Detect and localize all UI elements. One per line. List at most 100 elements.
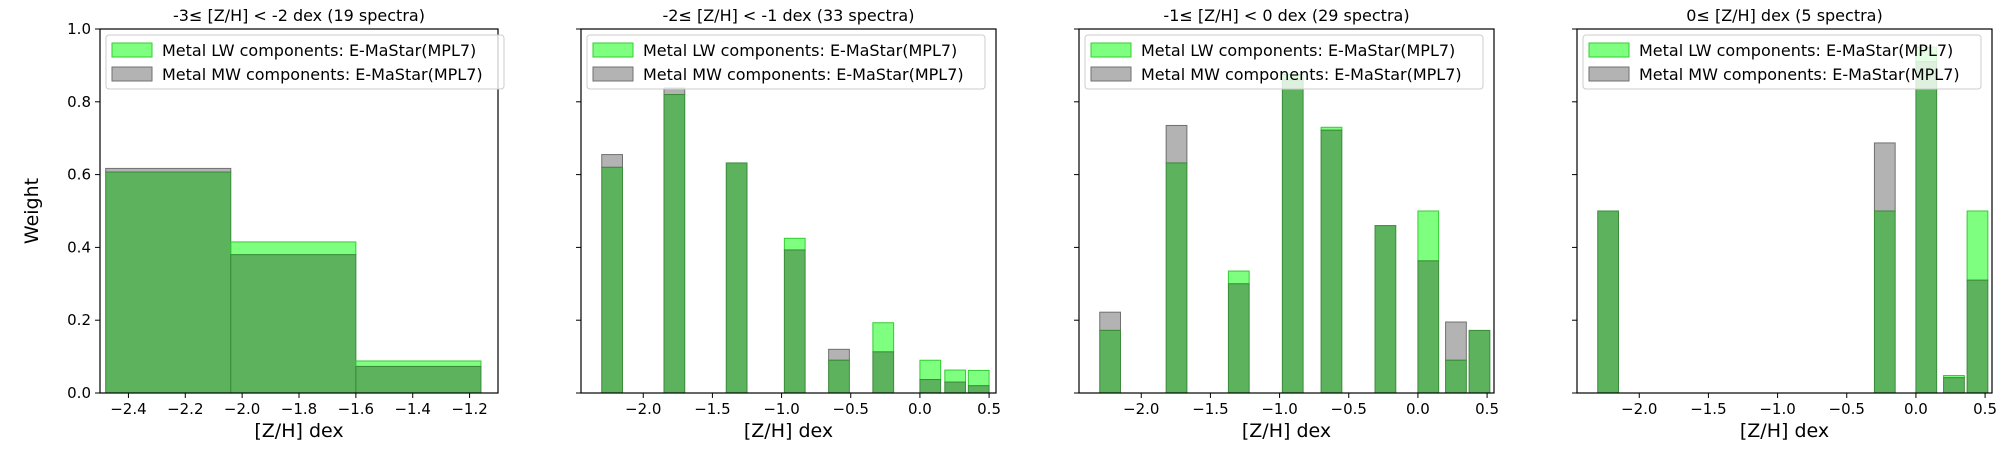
- y-tick-label: 0.4: [67, 238, 91, 256]
- axes-frame: [580, 28, 997, 394]
- bar-overlap-0: [105, 171, 232, 394]
- chart-title: -2≤ [Z/H] < -1 dex (33 spectra): [663, 6, 915, 25]
- bar-overlap-2: [1227, 283, 1250, 394]
- bar-lw-3: [783, 237, 806, 251]
- x-tick-label: −2.0: [1123, 400, 1159, 418]
- x-axis-label: [Z/H] dex: [1242, 420, 1331, 442]
- chart-panel-3: -1≤ [Z/H] < 0 dex (29 spectra) −2.0 −1.5 −1…: [1074, 6, 1499, 442]
- x-tick-label: 0.0: [1406, 400, 1430, 418]
- x-tick-label: −1.0: [1759, 400, 1795, 418]
- y-tick-label: 0.0: [67, 384, 91, 402]
- bar-overlap-4: [828, 359, 850, 394]
- x-tick-label: −1.5: [1690, 400, 1726, 418]
- x-tick-label: −2.4: [110, 400, 146, 418]
- bar-overlap-5: [1374, 225, 1397, 394]
- bar-overlap-1: [663, 94, 686, 394]
- bar-mw-1: [1165, 124, 1188, 164]
- x-tick-label: 0.0: [908, 400, 932, 418]
- bar-overlap-0: [601, 166, 623, 394]
- x-tick-label: −2.0: [625, 400, 661, 418]
- bar-lw-6: [1417, 210, 1440, 262]
- x-tick-label: −1.5: [694, 400, 730, 418]
- bar-overlap-0: [1099, 329, 1121, 394]
- bar-overlap-1: [230, 254, 357, 394]
- x-tick-label: −0.5: [1829, 400, 1865, 418]
- bar-mw-0: [1099, 311, 1121, 331]
- x-tick-label: −1.5: [1192, 400, 1228, 418]
- legend-swatch-lw: [1588, 42, 1630, 58]
- bar-overlap-7: [944, 381, 967, 394]
- bar-mw-0: [601, 154, 623, 168]
- x-tick-label: −1.4: [394, 400, 430, 418]
- bar-overlap-2: [355, 365, 482, 394]
- axes-frame: [1078, 28, 1495, 394]
- x-tick-label: 0.5: [1475, 400, 1499, 418]
- chart-panel-4: 0≤ [Z/H] dex (5 spectra) −2.0 −1.5 −1.0 −0.5…: [1572, 6, 1997, 442]
- x-tick-label: −1.0: [1261, 400, 1297, 418]
- bar-overlap-3: [1943, 377, 1965, 394]
- legend-swatch-lw: [1090, 42, 1132, 58]
- x-tick-label: −1.0: [763, 400, 799, 418]
- bar-lw-7: [944, 369, 967, 383]
- legend: [586, 34, 986, 90]
- legend-label-mw: Metal MW components: E-MaStar(MPL7): [1639, 65, 1960, 84]
- bar-lw-2: [1227, 270, 1250, 285]
- bar-lw-1: [230, 241, 357, 256]
- bar-lw-2: [355, 360, 482, 367]
- bar-mw-4: [828, 348, 850, 361]
- bar-overlap-1: [1873, 210, 1896, 394]
- bar-overlap-6: [919, 379, 942, 394]
- legend-swatch-lw: [592, 42, 634, 58]
- bar-lw-8: [967, 369, 990, 387]
- bar-mw-1: [1873, 142, 1896, 212]
- x-axis-label: [Z/H] dex: [744, 420, 833, 442]
- x-tick-label: −1.8: [281, 400, 317, 418]
- bar-lw-4: [1966, 210, 1989, 281]
- x-tick-label: −2.0: [1621, 400, 1657, 418]
- legend-label-lw: Metal LW components: E-MaStar(MPL7): [1141, 41, 1455, 60]
- legend: [1084, 34, 1484, 90]
- bar-overlap-4: [1966, 279, 1989, 394]
- bar-lw-6: [919, 359, 942, 381]
- bar-overlap-8: [1468, 329, 1491, 394]
- x-tick-label: −0.5: [1331, 400, 1367, 418]
- chart-title: -3≤ [Z/H] < -2 dex (19 spectra): [173, 6, 425, 25]
- bar-lw-5: [872, 322, 895, 353]
- bar-overlap-1: [1165, 162, 1188, 394]
- chart-panel-2: -2≤ [Z/H] < -1 dex (33 spectra) −2.0 −1.5 −…: [576, 6, 1001, 442]
- legend-label-mw: Metal MW components: E-MaStar(MPL7): [162, 65, 483, 84]
- bar-overlap-5: [872, 351, 895, 394]
- x-axis-label: [Z/H] dex: [254, 420, 343, 442]
- bar-overlap-4: [1320, 129, 1343, 394]
- y-tick-label: 1.0: [67, 20, 91, 38]
- x-tick-label: −2.0: [224, 400, 260, 418]
- x-axis-label: [Z/H] dex: [1740, 420, 1829, 442]
- legend: [1582, 34, 1982, 90]
- legend-swatch-mw: [592, 66, 634, 82]
- legend-label-lw: Metal LW components: E-MaStar(MPL7): [162, 41, 476, 60]
- bar-overlap-3: [1281, 79, 1304, 394]
- legend-label-mw: Metal MW components: E-MaStar(MPL7): [1141, 65, 1462, 84]
- bar-overlap-7: [1445, 359, 1467, 394]
- x-tick-label: −1.2: [451, 400, 487, 418]
- bar-overlap-3: [783, 249, 806, 394]
- bar-overlap-2: [725, 162, 748, 394]
- x-tick-label: −1.6: [338, 400, 374, 418]
- x-tick-label: 0.5: [977, 400, 1001, 418]
- legend: [105, 34, 505, 90]
- bar-overlap-0: [1597, 210, 1619, 394]
- x-tick-label: 0.5: [1973, 400, 1997, 418]
- bar-overlap-6: [1417, 260, 1440, 394]
- legend-label-mw: Metal MW components: E-MaStar(MPL7): [643, 65, 964, 84]
- x-tick-label: −2.2: [167, 400, 203, 418]
- bar-mw-7: [1445, 321, 1467, 361]
- bar-mw-0: [105, 167, 232, 173]
- axes-frame: [1576, 28, 1993, 394]
- chart-panel-1: -3≤ [Z/H] < -2 dex (19 spectra) 0.0 0.2 0.4…: [67, 6, 505, 442]
- y-tick-label: 0.8: [67, 93, 91, 111]
- legend-swatch-mw: [1090, 66, 1132, 82]
- legend-label-lw: Metal LW components: E-MaStar(MPL7): [1639, 41, 1953, 60]
- y-axis-label: Weight: [21, 178, 43, 244]
- y-tick-label: 0.6: [67, 166, 91, 184]
